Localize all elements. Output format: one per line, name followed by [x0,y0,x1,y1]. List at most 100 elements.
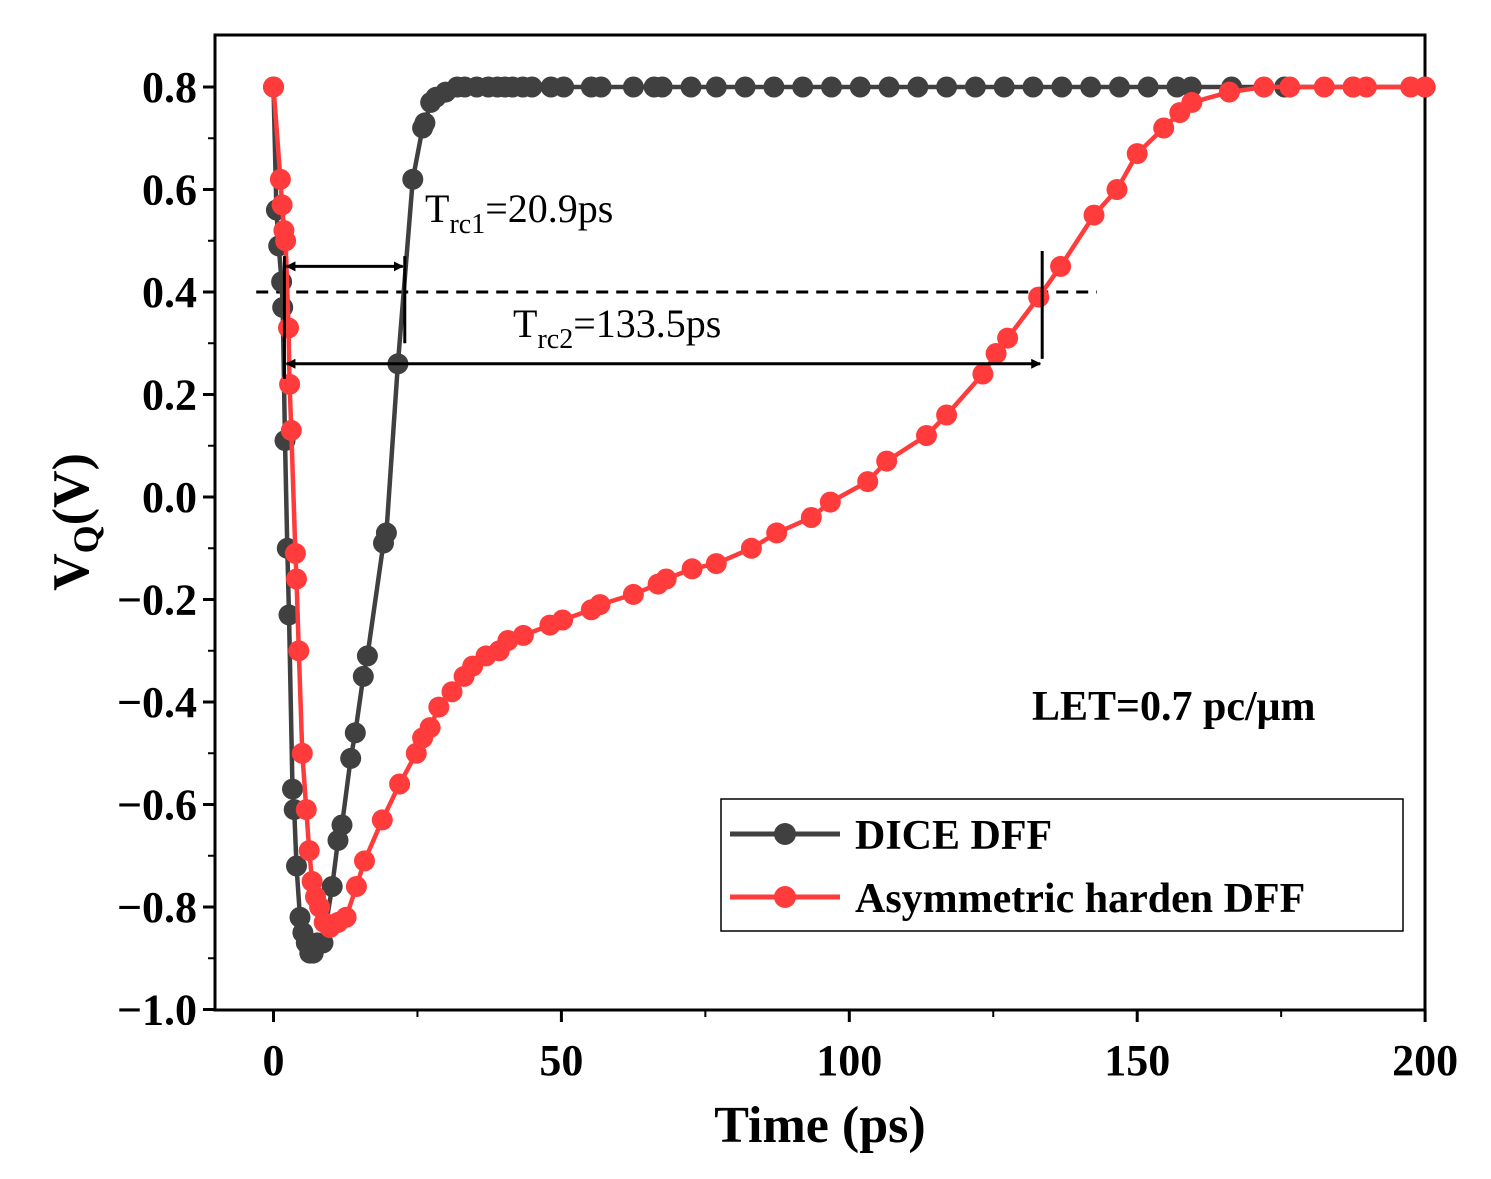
data-point [331,814,353,836]
data-point [269,168,291,190]
legend-label-asym: Asymmetric harden DFF [855,876,1305,922]
data-point [1180,76,1202,98]
data-point [734,76,756,98]
data-point [590,76,612,98]
data-point [295,799,317,821]
trc1-label: Trc1=20.9ps [425,186,613,240]
trc2-main: T [513,301,537,346]
data-point [936,404,958,426]
data-point [1022,76,1044,98]
data-point [1108,76,1130,98]
data-point [849,76,871,98]
data-point [335,906,357,928]
data-point [916,425,937,446]
data-point [441,681,463,703]
data-point [705,76,727,98]
y-tick-label: 0.4 [142,268,197,317]
data-point [907,76,929,98]
data-point [800,507,822,528]
trc2-value: =133.5ps [573,301,721,346]
x-tick-label: 200 [1392,1036,1458,1085]
y-tick-label: −0.4 [117,678,197,727]
data-point [1106,179,1128,200]
x-tick-label: 50 [539,1036,583,1085]
data-point [344,722,366,744]
data-point [705,553,727,575]
x-tick-label: 0 [263,1036,285,1085]
annotation-layer [282,251,1044,379]
data-point [821,76,842,98]
legend-marker-asym [774,886,796,908]
data-point [356,645,378,667]
data-point [651,76,673,98]
data-point [622,76,644,98]
data-point [321,876,343,897]
y-axis-title: VQ(V) [43,453,106,591]
let-label: LET=0.7 pc/μm [1032,684,1315,730]
data-point [1051,76,1073,98]
data-point [282,778,303,800]
data-point [271,194,293,216]
data-point [589,594,611,616]
y-tick-label: −0.6 [117,781,197,830]
y-tick-label: 0.2 [142,371,197,420]
data-point [428,696,450,718]
data-point [1313,76,1335,98]
data-point [354,850,375,872]
legend-label-dice: DICE DFF [855,813,1052,859]
data-point [340,747,362,769]
data-point [936,76,958,98]
data-point [680,76,702,98]
data-point [280,419,302,441]
data-point [1126,143,1148,165]
legend: DICE DFF Asymmetric harden DFF [720,798,1404,932]
data-point [284,542,306,564]
data-point [298,840,320,862]
y-tick-label: −1.0 [117,986,197,1035]
data-point [352,665,374,687]
data-point [681,558,703,580]
data-point [286,568,307,590]
data-point [275,230,297,252]
y-tick-label: 0.8 [142,63,197,112]
data-point [521,76,543,98]
legend-marker-dice [774,823,796,845]
data-point [1153,117,1175,139]
data-point [1080,76,1102,98]
data-point [1279,76,1301,98]
data-point [972,363,994,385]
x-axis-title: Time (ps) [714,1097,925,1154]
trc1-sub: rc1 [449,209,485,240]
data-point [766,522,788,544]
series-layer [263,76,1436,964]
data-point [375,522,397,544]
data-point [878,76,900,98]
data-point [876,450,898,472]
data-point [512,624,534,646]
data-point [997,327,1019,349]
y-tick-label: −0.2 [117,576,197,625]
data-point [1137,76,1159,98]
data-point [278,317,299,339]
x-tick-label: 100 [816,1036,882,1085]
series-1 [263,76,1436,938]
data-point [279,373,301,395]
data-point [371,809,393,831]
data-point [286,855,307,877]
axis-tick-labels: 0 50 100 150 200 −1.0 −0.8 −0.6 −0.4 −0.2 0.0 0.2 0.… [117,63,1458,1085]
data-point [345,876,367,897]
data-point [389,773,411,795]
data-point [1028,286,1050,308]
y-axis-title-sub: Q [66,525,106,553]
x-tick-label: 150 [1104,1036,1170,1085]
data-point [964,76,986,98]
legend-box [720,798,1404,932]
data-point [1181,91,1203,113]
y-tick-label: −0.8 [117,883,197,932]
data-point [792,76,814,98]
data-point [1400,76,1422,98]
data-point [993,76,1015,98]
y-axis-title-main: V [43,553,100,591]
data-point [278,604,300,626]
